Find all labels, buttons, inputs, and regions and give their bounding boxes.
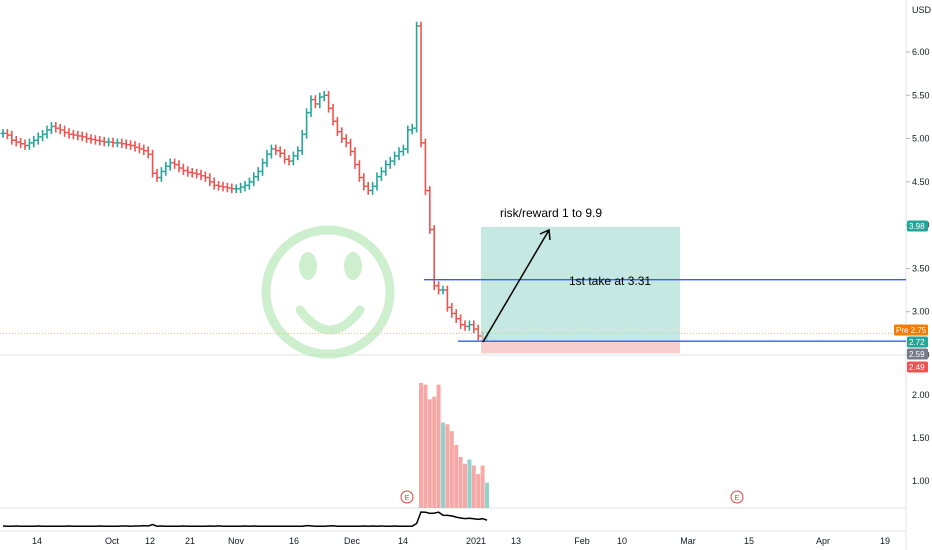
profit-zone — [481, 226, 680, 343]
first-take-label: 1st take at 3.31 — [569, 274, 651, 288]
price-tag-bg — [907, 348, 928, 360]
time-axis[interactable]: 14 Oct 12 21 Nov 16 Dec 14 2021 13 Feb 10 Mar 15 Apr 19 — [32, 536, 890, 546]
volume-bar — [471, 465, 476, 508]
volume-bar — [463, 463, 467, 508]
time-tick-label: 16 — [289, 536, 299, 546]
time-tick-label: 21 — [185, 536, 195, 546]
loss-zone — [481, 342, 680, 354]
time-tick-label: 10 — [617, 536, 627, 546]
volume-bar — [419, 382, 423, 508]
long-position-tool[interactable] — [481, 226, 680, 354]
price-tag: 3.98 — [907, 220, 928, 232]
price-labels: 3.98 Pre 2.75 2.72 2.59 2.49 — [894, 220, 928, 373]
price-bars — [0, 21, 490, 343]
price-tag-text: 2.72 — [909, 338, 925, 347]
volume-bar — [485, 482, 489, 508]
price-tag-text: Pre 2.75 — [896, 326, 927, 335]
risk-reward-arrow — [482, 229, 550, 343]
price-tick-label: 3.50 — [912, 263, 930, 273]
price-tick-label: 3.00 — [912, 307, 930, 317]
volume-bar — [436, 384, 441, 508]
price-tag-text: 3.98 — [909, 222, 925, 231]
volume-bar — [427, 399, 432, 508]
volume-bar — [467, 459, 472, 508]
volume-bar — [458, 456, 463, 508]
time-tick-label: Nov — [228, 536, 245, 546]
price-tag: 2.49 — [907, 361, 928, 373]
price-tick-label: 4.50 — [912, 177, 930, 187]
time-tick-label: 15 — [744, 536, 754, 546]
time-tick-label: 13 — [511, 536, 521, 546]
earnings-marker: E — [730, 490, 744, 504]
time-tick-label: 14 — [398, 536, 408, 546]
volume-bar — [445, 424, 450, 508]
price-tag: 2.59 — [907, 348, 928, 360]
price-tag-bg — [907, 220, 928, 232]
volume-bar — [480, 465, 485, 508]
time-tick-label: Oct — [105, 536, 120, 546]
volume-bar — [441, 422, 445, 508]
time-tick-label: Apr — [816, 536, 830, 546]
volume-bar — [449, 431, 454, 508]
price-tag: Pre 2.75 — [894, 324, 928, 336]
annotations[interactable]: risk/reward 1 to 9.9 1st take at 3.31 — [482, 206, 651, 343]
volume-tick-label: 1.00 — [912, 476, 930, 486]
volume-bar — [454, 444, 459, 508]
time-tick-label: 2021 — [466, 536, 486, 546]
earnings-marker-label: E — [405, 495, 410, 502]
price-tag-bg — [894, 324, 928, 336]
volume-bar — [432, 396, 437, 508]
price-tag-text: 2.59 — [909, 350, 925, 359]
earnings-marker-label: E — [735, 495, 740, 502]
price-tick-label: 6.00 — [912, 47, 930, 57]
price-tag-text: 2.49 — [909, 363, 925, 372]
earnings-marker: E — [400, 490, 414, 504]
price-tick-label: 5.50 — [912, 90, 930, 100]
volume-bar — [476, 474, 481, 508]
price-tag-bg — [907, 361, 928, 373]
horizontal-lines[interactable] — [0, 278, 906, 342]
volume-tick-label: 2.00 — [912, 390, 930, 400]
time-tick-label: Mar — [680, 536, 696, 546]
earnings-marker-circle — [730, 490, 744, 504]
volume-tick-label: 1.50 — [912, 433, 930, 443]
time-tick-label: Dec — [344, 536, 361, 546]
risk-reward-label: risk/reward 1 to 9.9 — [500, 206, 602, 220]
price-tag: 2.72 — [907, 336, 928, 348]
price-tick-label: 5.00 — [912, 134, 930, 144]
time-tick-label: 12 — [145, 536, 155, 546]
earnings-marker-circle — [400, 490, 414, 504]
indicator-line — [2, 511, 488, 528]
risk-reward-arrowhead — [539, 228, 551, 241]
time-tick-label: 19 — [880, 536, 890, 546]
smiley-watermark — [261, 225, 395, 359]
volume-bar — [423, 384, 428, 508]
currency-label: USD — [912, 5, 932, 15]
time-tick-label: Feb — [574, 536, 590, 546]
time-tick-label: 14 — [32, 536, 42, 546]
indicator-series — [2, 511, 488, 528]
price-tag-bg — [907, 336, 928, 348]
